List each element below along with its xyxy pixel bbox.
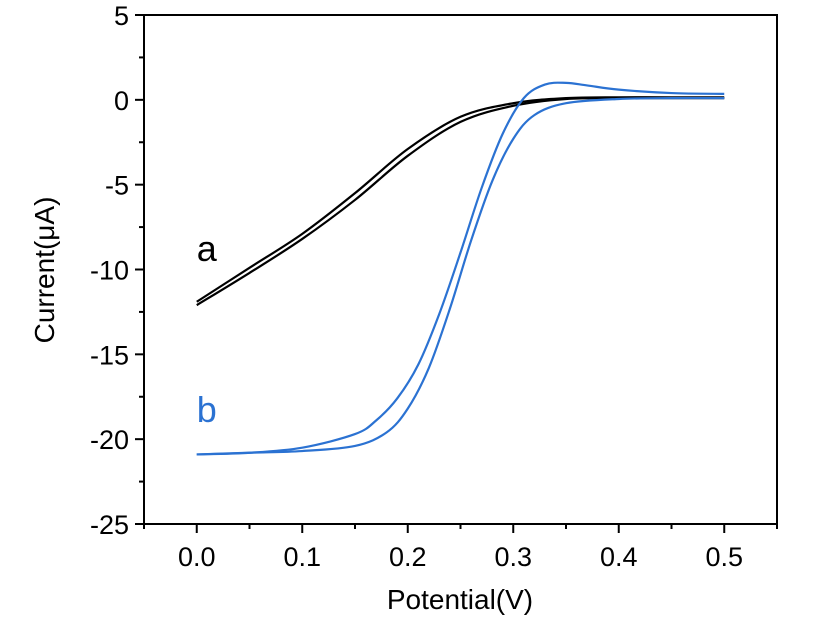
y-axis: 5 0 -5 -10 -15 -20 -25 [90,1,144,540]
series-b: b [196,81,725,456]
y-tick-label: 0 [114,86,129,116]
x-axis-label: Potential(V) [387,584,533,615]
series-layer: ab [196,81,725,456]
series-a-reverse-line [196,96,725,303]
x-tick-label: 0.5 [705,542,743,572]
y-axis-label: Current(μA) [29,197,60,344]
y-tick-label: 5 [114,1,129,31]
series-b-reverse-line [196,81,725,456]
y-tick-label: -5 [105,171,129,201]
x-tick-label: 0.4 [600,542,638,572]
x-tick-label: 0.3 [494,542,532,572]
x-axis: 0.0 0.1 0.2 0.3 0.4 0.5 [143,524,778,572]
plot-frame [143,14,778,525]
series-label-a: a [197,228,218,269]
x-tick-label: 0.1 [283,542,321,572]
y-tick-label: -10 [90,256,129,286]
series-b-forward-line [196,96,725,456]
series-label-b: b [197,389,217,430]
x-tick-label: 0.2 [389,542,427,572]
y-tick-label: -15 [90,340,129,370]
plot-area-border [143,14,778,525]
y-tick-label: -25 [90,510,129,540]
y-tick-label: -20 [90,425,129,455]
x-tick-label: 0.0 [178,542,216,572]
